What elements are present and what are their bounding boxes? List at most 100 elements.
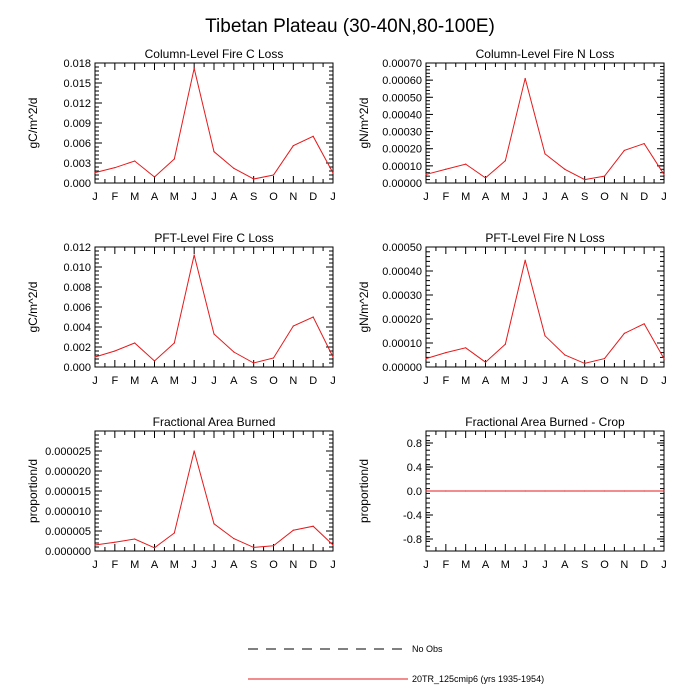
y-tick-label: 0.012 [63, 242, 91, 254]
data-point [312, 135, 314, 137]
data-point [193, 254, 195, 256]
series-line [94, 68, 334, 180]
x-tick-label: D [640, 191, 648, 203]
x-tick-label: M [461, 559, 470, 571]
y-axis-label: gC/m^2/d [26, 282, 40, 333]
y-tick-label: 0.009 [63, 118, 91, 130]
data-point [193, 67, 195, 69]
data-point [445, 352, 447, 354]
x-tick-label: F [111, 559, 118, 571]
x-tick-label: A [151, 375, 159, 387]
x-tick-label: O [269, 559, 278, 571]
data-point [603, 490, 606, 492]
data-point [173, 342, 175, 344]
y-axis-label: gN/m^2/d [357, 98, 371, 149]
y-tick-label: 0.00030 [382, 127, 422, 139]
data-point [584, 490, 586, 492]
data-point [643, 142, 645, 145]
data-point [524, 77, 526, 80]
data-point [134, 160, 136, 162]
data-point [603, 175, 606, 177]
x-tick-label: N [289, 559, 297, 571]
x-tick-label: J [522, 559, 528, 571]
data-point [94, 356, 96, 358]
panel-title: Column-Level Fire N Loss [476, 47, 615, 61]
data-point [312, 316, 314, 318]
x-tick-label: J [191, 191, 197, 203]
y-tick-label: -0.4 [403, 510, 422, 522]
x-tick-label: S [250, 191, 257, 203]
data-point [643, 490, 645, 492]
y-tick-label: 0.000 [63, 362, 91, 374]
y-tick-label: 0.006 [63, 302, 91, 314]
data-point [484, 361, 487, 363]
data-point [233, 351, 235, 353]
y-tick-label: 0.0 [407, 486, 422, 498]
data-point [272, 357, 275, 359]
data-point [114, 350, 116, 352]
data-point [114, 541, 116, 543]
y-tick-label: 0.003 [63, 158, 91, 170]
x-tick-label: J [211, 375, 217, 387]
x-tick-label: M [130, 375, 139, 387]
y-axis-label: proportion/d [26, 459, 40, 523]
x-tick-label: J [191, 559, 197, 571]
plot-frame [94, 62, 334, 184]
x-tick-label: N [620, 191, 628, 203]
x-tick-label: N [620, 375, 628, 387]
data-point [425, 358, 427, 360]
data-point [663, 173, 665, 176]
data-point [425, 490, 427, 492]
data-point [272, 174, 275, 176]
data-point [94, 544, 96, 546]
y-tick-label: 0.00000 [382, 362, 422, 374]
data-point [663, 358, 665, 360]
y-tick-label: 0.00050 [382, 242, 422, 254]
x-tick-label: A [151, 559, 159, 571]
plot-frame [94, 246, 334, 368]
data-point [564, 490, 566, 492]
x-tick-label: M [170, 375, 179, 387]
y-tick-label: 0.004 [63, 322, 91, 334]
x-tick-label: O [269, 375, 278, 387]
legend-label-model: 20TR_125cmip6 (yrs 1935-1954) [412, 674, 544, 684]
data-point [134, 342, 136, 344]
y-tick-label: 0.000 [63, 178, 91, 190]
data-point [623, 490, 625, 492]
x-tick-label: D [640, 559, 648, 571]
y-tick-label: -0.8 [403, 534, 422, 546]
panel-title: PFT-Level Fire N Loss [485, 231, 604, 245]
x-tick-label: J [423, 375, 429, 387]
x-tick-label: F [442, 191, 449, 203]
y-tick-label: 0.010 [63, 262, 91, 274]
data-point [153, 176, 156, 178]
x-tick-label: J [92, 191, 98, 203]
x-tick-label: J [330, 375, 336, 387]
data-point [213, 333, 215, 335]
data-point [524, 490, 526, 492]
panel-title: Fractional Area Burned [153, 415, 276, 429]
y-tick-label: 0.00050 [382, 92, 422, 104]
x-tick-label: M [130, 191, 139, 203]
x-tick-label: A [230, 559, 238, 571]
x-tick-label: J [211, 191, 217, 203]
data-point [663, 490, 665, 492]
y-tick-label: 0.00010 [382, 161, 422, 173]
data-point [584, 362, 586, 364]
y-tick-label: 0.00000 [382, 178, 422, 190]
data-point [193, 450, 195, 452]
x-tick-label: S [250, 559, 257, 571]
x-tick-label: O [600, 559, 609, 571]
x-tick-label: D [309, 191, 317, 203]
x-tick-label: M [170, 191, 179, 203]
x-tick-label: J [92, 375, 98, 387]
x-tick-label: A [230, 191, 238, 203]
x-tick-label: O [600, 191, 609, 203]
legend: No Obs 20TR_125cmip6 (yrs 1935-1954) [248, 644, 544, 684]
y-tick-label: 0.00010 [382, 338, 422, 350]
data-point [233, 167, 235, 169]
